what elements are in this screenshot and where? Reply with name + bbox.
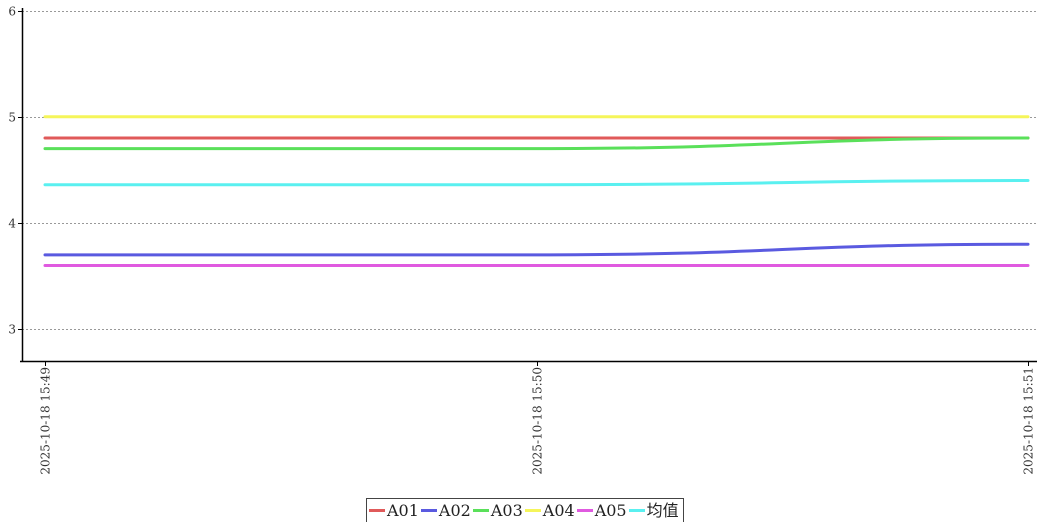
y-tick-label: 3 xyxy=(8,323,16,337)
y-tick-labels: 3 4 5 6 xyxy=(8,5,16,337)
legend-label: A01 xyxy=(387,500,419,520)
legend-item[interactable]: A04 xyxy=(524,500,575,521)
x-tick-label: 2025-10-18 15:50 xyxy=(531,367,545,475)
legend-item[interactable]: A05 xyxy=(576,500,627,521)
legend-label: A05 xyxy=(594,500,627,520)
y-tick-label: 5 xyxy=(8,111,16,125)
legend-label: A04 xyxy=(542,500,575,520)
x-tick-label: 2025-10-18 15:49 xyxy=(39,367,53,475)
legend-swatch xyxy=(369,509,385,512)
chart-legend: A01 A02 A03 A04 A05 均值 xyxy=(366,498,684,522)
legend-swatch xyxy=(524,509,541,512)
legend-item[interactable]: 均值 xyxy=(628,500,679,521)
y-tick-label: 6 xyxy=(8,5,16,19)
legend-label: A03 xyxy=(490,500,523,520)
legend-item[interactable]: A02 xyxy=(420,500,471,521)
legend-swatch xyxy=(420,509,437,512)
legend-item[interactable]: A01 xyxy=(369,501,419,521)
legend-swatch xyxy=(628,509,645,512)
series-lines xyxy=(43,115,1030,267)
legend-label: A02 xyxy=(438,500,471,520)
series-line-A02 xyxy=(43,242,1030,257)
x-tick-labels: 2025-10-18 15:49 2025-10-18 15:50 2025-10-… xyxy=(39,367,1036,475)
y-tick-label: 4 xyxy=(8,217,16,231)
series-line-均值 xyxy=(43,179,1030,187)
legend-swatch xyxy=(472,509,489,512)
legend-item[interactable]: A03 xyxy=(472,500,523,521)
legend-label: 均值 xyxy=(646,500,679,520)
grid-lines xyxy=(22,11,1037,330)
x-tick-label: 2025-10-18 15:51 xyxy=(1022,367,1036,475)
axes xyxy=(18,8,1037,366)
legend-swatch xyxy=(576,509,593,512)
series-line-A03 xyxy=(43,136,1030,151)
